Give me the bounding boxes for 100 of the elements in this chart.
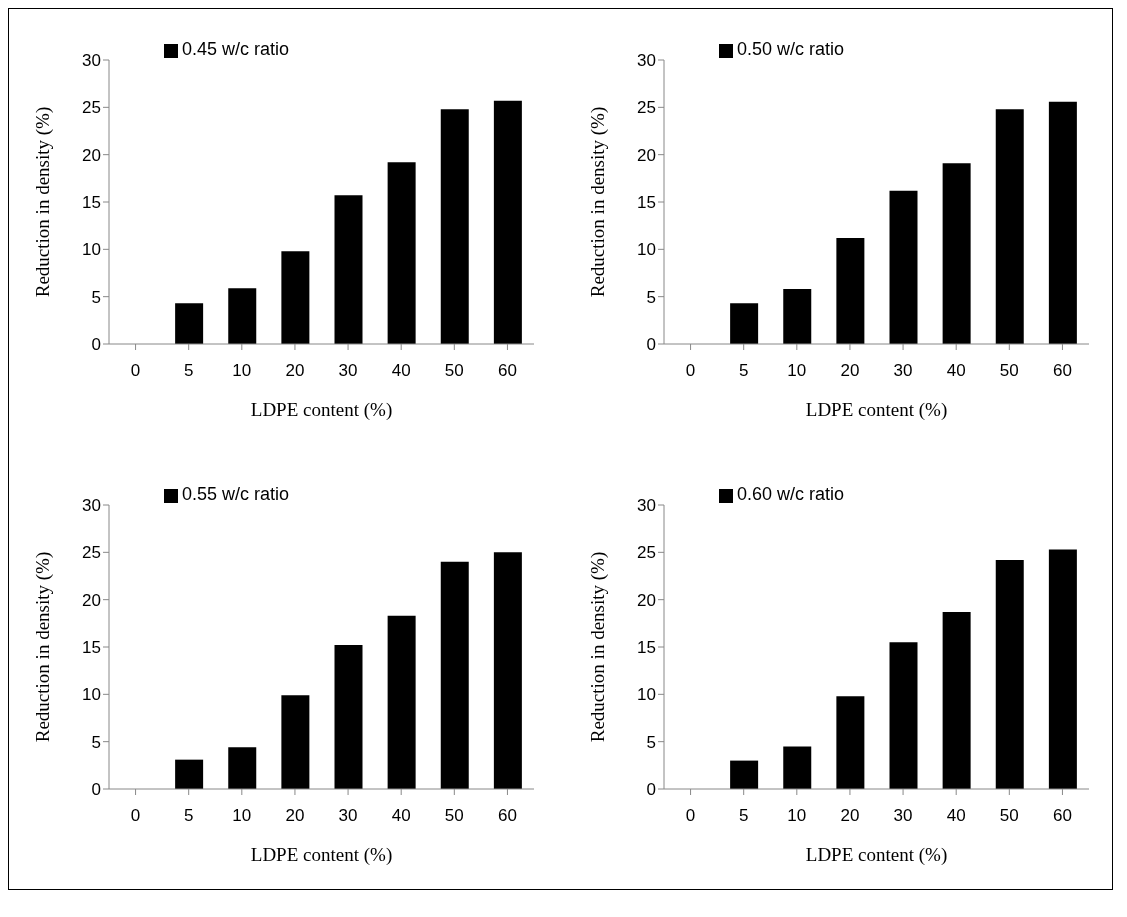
x-tick-label: 30 (893, 806, 913, 826)
y-tick-label: 20 (637, 145, 656, 165)
x-axis-title: LDPE content (%) (250, 844, 393, 866)
y-axis-title: Reduction in density (%) (31, 551, 54, 743)
bar (1048, 101, 1077, 344)
x-tick-label: 40 (946, 806, 966, 826)
x-tick-label: 10 (232, 361, 252, 381)
x-tick-label: 60 (1052, 806, 1072, 826)
x-tick-label: 20 (285, 806, 305, 826)
legend-label: 0.55 w/c ratio (182, 484, 290, 504)
x-tick-label: 20 (840, 806, 860, 826)
x-tick-label: 40 (391, 806, 411, 826)
y-tick-label: 10 (82, 685, 101, 705)
bar (783, 746, 812, 789)
bar (493, 552, 522, 789)
x-tick-label: 30 (338, 806, 358, 826)
bar (836, 237, 865, 344)
bar (281, 251, 310, 344)
x-tick-label: 5 (183, 806, 194, 826)
bar (730, 760, 759, 789)
x-tick-label: 10 (787, 361, 807, 381)
legend-label: 0.50 w/c ratio (737, 39, 845, 59)
x-tick-label: 0 (685, 806, 696, 826)
legend-label: 0.60 w/c ratio (737, 484, 845, 504)
x-tick-label: 30 (893, 361, 913, 381)
y-tick-label: 5 (646, 287, 656, 307)
x-tick-label: 50 (999, 361, 1019, 381)
y-tick-label: 10 (637, 685, 656, 705)
x-tick-label: 5 (738, 361, 749, 381)
bar (175, 759, 204, 789)
x-axis-title: LDPE content (%) (805, 844, 948, 866)
y-axis-title: Reduction in density (%) (31, 106, 54, 298)
x-tick-label: 0 (130, 361, 141, 381)
y-tick-label: 15 (637, 193, 656, 213)
bar (228, 288, 257, 344)
bar (387, 162, 416, 344)
y-tick-label: 20 (82, 590, 101, 610)
bar (440, 109, 469, 344)
x-tick-label: 20 (285, 361, 305, 381)
bar (942, 163, 971, 344)
x-tick-label: 60 (497, 806, 517, 826)
y-tick-label: 10 (637, 240, 656, 260)
y-tick-label: 5 (91, 732, 101, 752)
x-tick-label: 40 (946, 361, 966, 381)
bar (1048, 549, 1077, 789)
y-tick-label: 20 (82, 145, 101, 165)
y-tick-label: 25 (82, 98, 101, 118)
y-axis-title: Reduction in density (%) (586, 551, 609, 743)
x-tick-label: 20 (840, 361, 860, 381)
x-tick-label: 5 (183, 361, 194, 381)
y-tick-label: 5 (91, 287, 101, 307)
y-tick-label: 0 (91, 780, 101, 800)
x-axis-title: LDPE content (%) (805, 399, 948, 421)
bar (889, 190, 918, 344)
bar (730, 303, 759, 344)
x-tick-label: 50 (444, 361, 464, 381)
x-tick-label: 0 (685, 361, 696, 381)
bar (334, 645, 363, 789)
legend-label: 0.45 w/c ratio (182, 39, 290, 59)
y-tick-label: 0 (646, 780, 656, 800)
y-tick-label: 15 (82, 638, 101, 658)
x-tick-label: 40 (391, 361, 411, 381)
bar (889, 642, 918, 789)
bar (995, 559, 1024, 789)
x-tick-label: 0 (130, 806, 141, 826)
y-tick-label: 25 (82, 543, 101, 563)
bar (942, 611, 971, 789)
bar (175, 303, 204, 344)
bar (228, 747, 257, 789)
y-tick-label: 30 (637, 51, 656, 71)
bar (387, 615, 416, 789)
y-tick-label: 30 (82, 51, 101, 71)
y-tick-label: 30 (637, 496, 656, 516)
y-tick-label: 25 (637, 98, 656, 118)
bar (836, 696, 865, 789)
y-tick-label: 0 (646, 335, 656, 355)
bar (783, 289, 812, 344)
y-tick-label: 20 (637, 590, 656, 610)
y-tick-label: 10 (82, 240, 101, 260)
x-tick-label: 10 (787, 806, 807, 826)
y-tick-label: 15 (637, 638, 656, 658)
x-tick-label: 60 (497, 361, 517, 381)
bar (493, 100, 522, 344)
y-tick-label: 25 (637, 543, 656, 563)
x-tick-label: 50 (444, 806, 464, 826)
x-tick-label: 5 (738, 806, 749, 826)
bar (440, 561, 469, 789)
y-axis-title: Reduction in density (%) (586, 106, 609, 298)
x-tick-label: 10 (232, 806, 252, 826)
x-tick-label: 60 (1052, 361, 1072, 381)
x-tick-label: 50 (999, 806, 1019, 826)
bar (281, 695, 310, 789)
bar (995, 109, 1024, 344)
y-tick-label: 15 (82, 193, 101, 213)
y-tick-label: 5 (646, 732, 656, 752)
x-tick-label: 30 (338, 361, 358, 381)
y-tick-label: 0 (91, 335, 101, 355)
bar (334, 195, 363, 344)
y-tick-label: 30 (82, 496, 101, 516)
x-axis-title: LDPE content (%) (250, 399, 393, 421)
